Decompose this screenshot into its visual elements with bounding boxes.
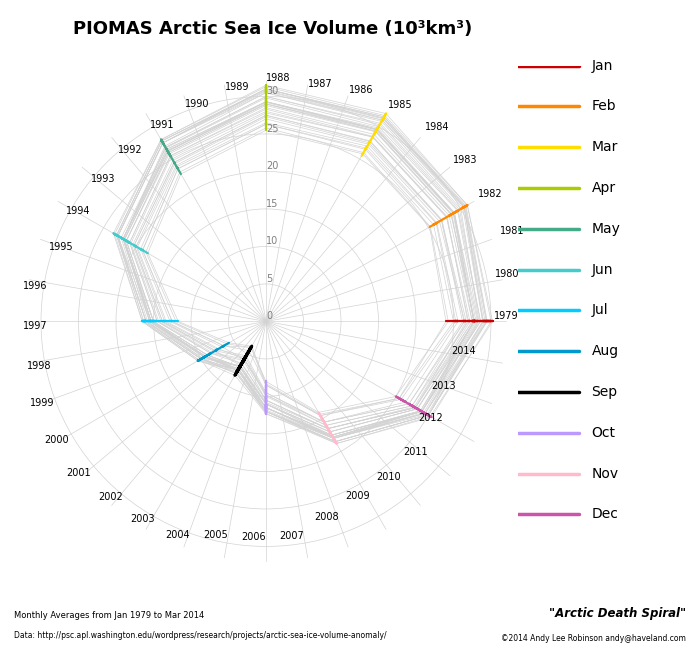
Text: 1989: 1989	[225, 82, 249, 92]
Text: Dec: Dec	[592, 507, 618, 522]
Text: 1992: 1992	[118, 145, 143, 155]
Text: 1979: 1979	[494, 312, 518, 321]
Text: 1999: 1999	[30, 398, 55, 409]
Text: 1983: 1983	[453, 155, 477, 165]
Text: 1996: 1996	[23, 281, 48, 291]
Text: 1988: 1988	[266, 73, 290, 83]
Text: Aug: Aug	[592, 344, 619, 358]
Text: 1987: 1987	[308, 79, 332, 89]
Text: Monthly Averages from Jan 1979 to Mar 2014: Monthly Averages from Jan 1979 to Mar 20…	[14, 611, 204, 620]
Text: 1995: 1995	[49, 243, 74, 253]
Text: May: May	[592, 222, 620, 236]
Text: 2006: 2006	[241, 532, 266, 542]
Text: 1997: 1997	[22, 321, 48, 331]
Text: 2004: 2004	[165, 530, 190, 540]
Text: 1980: 1980	[496, 269, 520, 279]
Text: 1981: 1981	[500, 226, 524, 236]
Text: 2012: 2012	[418, 413, 442, 423]
Text: Jan: Jan	[592, 58, 613, 73]
Text: 2001: 2001	[66, 468, 91, 478]
Text: 1986: 1986	[349, 85, 373, 94]
Text: 2005: 2005	[204, 530, 228, 540]
Text: "Arctic Death Spiral": "Arctic Death Spiral"	[549, 607, 686, 620]
Text: 1991: 1991	[150, 120, 174, 130]
Text: 2009: 2009	[345, 491, 370, 501]
Text: 2014: 2014	[451, 346, 475, 356]
Text: 1982: 1982	[478, 189, 503, 199]
Text: 2007: 2007	[279, 531, 304, 541]
Text: Oct: Oct	[592, 426, 615, 440]
Text: 1990: 1990	[186, 100, 210, 110]
Text: Apr: Apr	[592, 181, 615, 195]
Text: 2003: 2003	[130, 514, 155, 523]
Text: 1985: 1985	[388, 100, 412, 110]
Text: 2013: 2013	[432, 380, 456, 391]
Text: Jul: Jul	[592, 303, 608, 318]
Text: 1993: 1993	[91, 174, 116, 184]
Text: 1998: 1998	[27, 361, 52, 371]
Text: 1984: 1984	[425, 123, 449, 133]
Text: Jun: Jun	[592, 262, 613, 277]
Text: 2010: 2010	[376, 472, 400, 482]
Text: Feb: Feb	[592, 100, 616, 113]
Text: Mar: Mar	[592, 140, 618, 154]
Text: 2008: 2008	[314, 512, 339, 522]
Text: Nov: Nov	[592, 466, 619, 480]
Text: Data: http://psc.apl.washington.edu/wordpress/research/projects/arctic-sea-ice-v: Data: http://psc.apl.washington.edu/word…	[14, 630, 386, 640]
Text: ©2014 Andy Lee Robinson andy@haveland.com: ©2014 Andy Lee Robinson andy@haveland.co…	[501, 634, 686, 643]
Text: Sep: Sep	[592, 385, 617, 399]
Text: 2000: 2000	[44, 436, 69, 445]
Text: 1994: 1994	[66, 206, 90, 216]
Text: PIOMAS Arctic Sea Ice Volume (10³km³): PIOMAS Arctic Sea Ice Volume (10³km³)	[74, 20, 473, 37]
Text: 2002: 2002	[98, 492, 122, 502]
Text: 2011: 2011	[403, 447, 428, 457]
